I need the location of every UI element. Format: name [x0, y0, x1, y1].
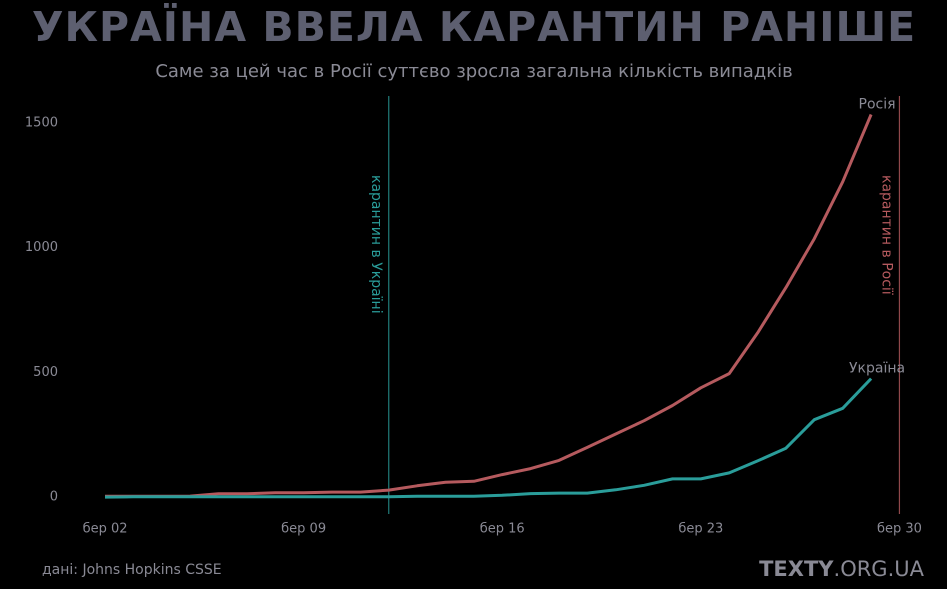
x-tick-label: бер 16: [480, 522, 525, 537]
logo-rest: .ORG.UA: [834, 557, 925, 581]
y-tick-label: 1000: [25, 240, 58, 255]
logo: TEXTY.ORG.UA: [759, 557, 925, 581]
y-tick-label: 0: [50, 490, 58, 505]
line-label: Росія: [859, 96, 896, 112]
x-tick-label: бер 09: [281, 522, 326, 537]
series-line: [105, 113, 873, 498]
chart-title: УКРАЇНА ВВЕЛА КАРАНТИН РАНІШЕ: [32, 3, 916, 51]
x-tick-label: бер 30: [877, 522, 922, 537]
y-tick-label: 500: [33, 365, 58, 380]
logo-bold: TEXTY: [759, 557, 834, 581]
source: дані: Johns Hopkins CSSE: [42, 562, 222, 578]
line-label: Україна: [849, 361, 905, 377]
series-line: [104, 377, 873, 499]
x-tick-label: бер 23: [678, 522, 723, 537]
x-tick-label: бер 02: [83, 522, 128, 537]
y-tick-label: 1500: [25, 115, 58, 130]
annotation-text: карантин в Україні: [368, 175, 384, 314]
chart-subtitle: Саме за цей час в Росії суттєво зросла з…: [155, 61, 792, 82]
annotation-text: карантин в Росії: [878, 175, 894, 295]
